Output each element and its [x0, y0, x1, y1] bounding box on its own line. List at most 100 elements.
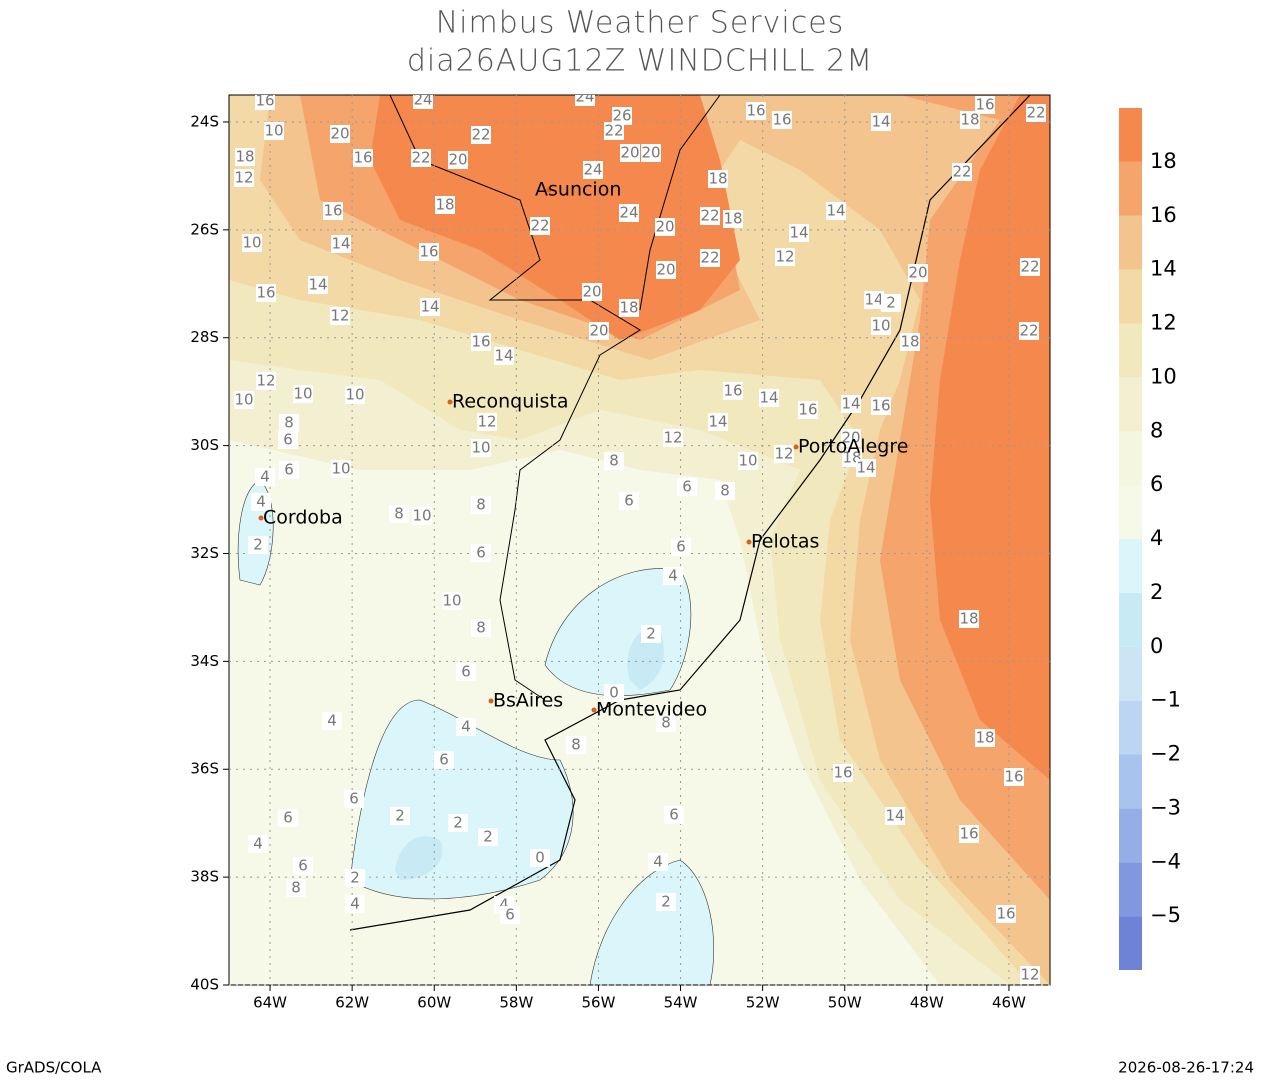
footer-left: GrADS/COLA	[6, 1059, 102, 1077]
contour-label-bg	[442, 592, 462, 610]
contour-label-bg	[435, 196, 455, 214]
contour-label: 18	[235, 148, 254, 166]
contour-label-bg	[856, 459, 876, 477]
contour-label: 10	[264, 122, 283, 140]
contour-label: 22	[530, 217, 549, 235]
lon-label: 62W	[335, 994, 369, 1012]
contour-label: 16	[975, 96, 994, 114]
contour-label: 14	[789, 224, 808, 242]
contour-label: 2	[886, 294, 896, 312]
coastline	[349, 95, 1031, 931]
colorbar-label: −3	[1150, 795, 1181, 819]
contour-label-bg	[345, 386, 365, 404]
contour-label-bg	[471, 333, 491, 351]
lon-label: 50W	[828, 994, 862, 1012]
colorbar-bin	[1119, 161, 1142, 216]
contour-label-bg	[841, 395, 861, 413]
contour-label-bg	[256, 372, 276, 390]
colorbar-bin	[1119, 916, 1142, 970]
contour-label-bg	[471, 496, 491, 514]
contour-label-bg	[279, 414, 299, 432]
city-label: Pelotas	[751, 531, 819, 553]
contour-label-bg	[700, 249, 720, 267]
contour-label-bg	[871, 317, 891, 335]
contour-label-bg	[656, 714, 676, 732]
colorbar-label: 6	[1150, 472, 1163, 496]
contour-label-bg	[323, 202, 343, 220]
contour-label-bg	[604, 452, 624, 470]
city-dot	[591, 707, 597, 713]
contour-label-bg	[471, 439, 491, 457]
contour-label-bg	[885, 807, 905, 825]
contour-label: 10	[345, 386, 364, 404]
lon-label: 52W	[746, 994, 780, 1012]
contour-label: 4	[461, 718, 471, 736]
contour-label-bg	[1020, 966, 1040, 984]
contour-label-bg	[952, 163, 972, 181]
contour-label-bg	[420, 298, 440, 316]
colorbar-label: −5	[1150, 903, 1181, 927]
contour-label: 16	[255, 92, 274, 110]
lat-label: 32S	[190, 544, 219, 562]
contour-label: 8	[291, 879, 301, 897]
contour-label-bg	[715, 482, 735, 500]
contour-label: 4	[350, 895, 360, 913]
contour-label-bg	[235, 148, 255, 166]
contour-label-bg	[390, 807, 410, 825]
lat-label: 34S	[190, 652, 219, 670]
city-dot	[746, 539, 752, 545]
contour-label: 12	[234, 169, 253, 187]
contour-label-bg	[234, 169, 254, 187]
contour-label: 8	[720, 482, 730, 500]
colorbar-bin	[1119, 646, 1142, 701]
contour-label-bg	[604, 122, 624, 140]
contour-label: 14	[331, 235, 350, 253]
contour-label-bg	[656, 261, 676, 279]
contour-label: 8	[571, 736, 581, 754]
contour-label: 8	[284, 414, 294, 432]
lat-label: 24S	[190, 112, 219, 130]
contour-label: 14	[494, 347, 513, 365]
contour-label-bg	[413, 95, 433, 109]
contour-label-bg	[575, 95, 595, 106]
contour-label-bg	[960, 111, 980, 129]
contour-label-bg	[975, 729, 995, 747]
contour-label-bg	[477, 413, 497, 431]
contour-label-bg	[900, 333, 920, 351]
lon-label: 56W	[581, 994, 615, 1012]
contour-label: 2	[646, 625, 656, 643]
contour-label-bg	[700, 207, 720, 225]
contour-label: 12	[477, 413, 496, 431]
contour-label: 10	[871, 317, 890, 335]
contour-label: 6	[298, 857, 308, 875]
contour-label: 6	[505, 906, 515, 924]
contour-label-bg	[789, 224, 809, 242]
contour-label: 6	[461, 663, 471, 681]
contour-label: 20	[620, 144, 639, 162]
contour-label-bg	[664, 806, 684, 824]
contour-label: 18	[723, 210, 742, 228]
city-label: BsAires	[493, 690, 563, 712]
contour-label-bg	[448, 814, 468, 832]
contour-label-bg	[293, 385, 313, 403]
colorbar-label: 12	[1150, 311, 1177, 335]
colorbar-label: 2	[1150, 580, 1163, 604]
contour-label-bg	[345, 869, 365, 887]
contour-label-bg	[655, 218, 675, 236]
contour-label: 16	[746, 102, 765, 120]
subtitle: dia26AUG12Z WINDCHILL 2M	[407, 44, 873, 79]
contour-label: 16	[471, 333, 490, 351]
colorbar-bin	[1119, 108, 1142, 162]
colorbar-label: −4	[1150, 849, 1181, 873]
colorbar-bin	[1119, 592, 1142, 647]
contour-label-bg	[330, 125, 350, 143]
band-12-14	[229, 95, 1050, 985]
map-frame	[228, 94, 1051, 986]
colorbar-bin	[1119, 323, 1142, 378]
contour-label: 10	[293, 385, 312, 403]
contour-label: 16	[256, 284, 275, 302]
contour-label: 24	[575, 88, 594, 106]
contour-label-bg	[248, 536, 268, 554]
contour-label: 20	[908, 264, 927, 282]
